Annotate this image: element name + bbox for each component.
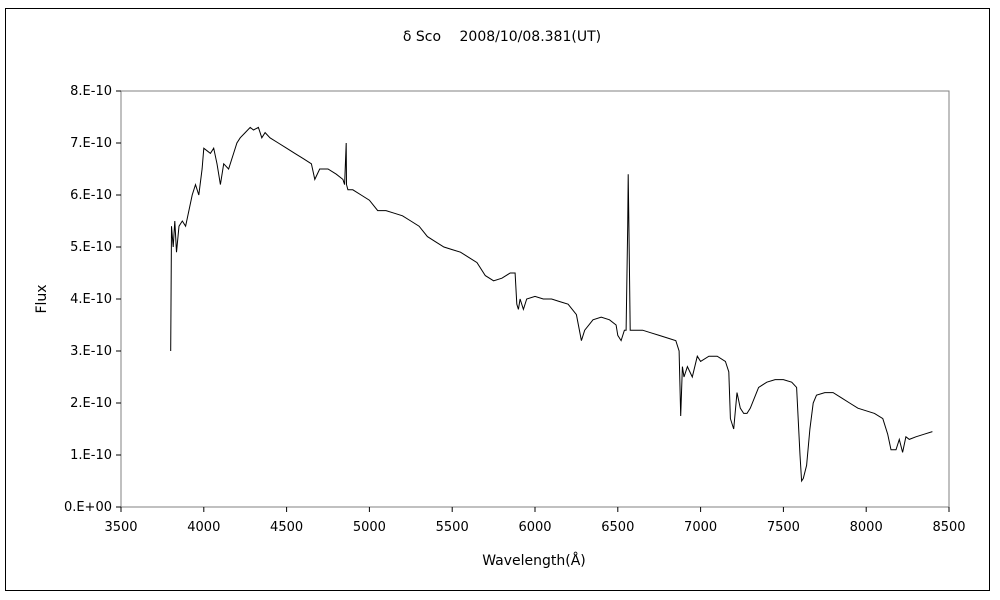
x-tick-label: 3500 xyxy=(104,520,137,535)
x-tick-label: 8500 xyxy=(932,520,965,535)
spectrum-line xyxy=(170,126,933,483)
y-tick-label: 5.E-10 xyxy=(70,240,112,255)
x-tick-label: 7500 xyxy=(767,520,800,535)
y-tick-label: 6.E-10 xyxy=(70,188,112,203)
x-tick-label: 5000 xyxy=(353,520,386,535)
y-tick-label: 4.E-10 xyxy=(70,292,112,307)
y-axis: 0.E+00 1.E-10 2.E-10 3.E-10 4.E-10 5.E-10 6.E-… xyxy=(64,84,121,515)
y-tick-label: 7.E-10 xyxy=(70,136,112,151)
x-tick-label: 4000 xyxy=(187,520,220,535)
y-tick-label: 1.E-10 xyxy=(70,448,112,463)
plot-area xyxy=(120,90,950,508)
y-tick-label: 0.E+00 xyxy=(64,500,112,515)
x-tick-label: 6000 xyxy=(518,520,551,535)
x-axis: 3500 4000 4500 5000 5500 6000 6500 7000 7500 8000… xyxy=(104,507,966,535)
x-axis-title: Wavelength(Å) xyxy=(482,552,586,569)
x-tick-label: 8000 xyxy=(850,520,883,535)
x-tick-label: 4500 xyxy=(270,520,303,535)
y-tick-label: 8.E-10 xyxy=(70,84,112,99)
y-tick-label: 3.E-10 xyxy=(70,344,112,359)
chart-title: δ Sco 2008/10/08.381(UT) xyxy=(403,29,601,45)
x-tick-label: 7000 xyxy=(684,520,717,535)
y-axis-title: Flux xyxy=(34,284,50,313)
y-tick-label: 2.E-10 xyxy=(70,396,112,411)
x-tick-label: 5500 xyxy=(436,520,469,535)
x-tick-label: 6500 xyxy=(601,520,634,535)
